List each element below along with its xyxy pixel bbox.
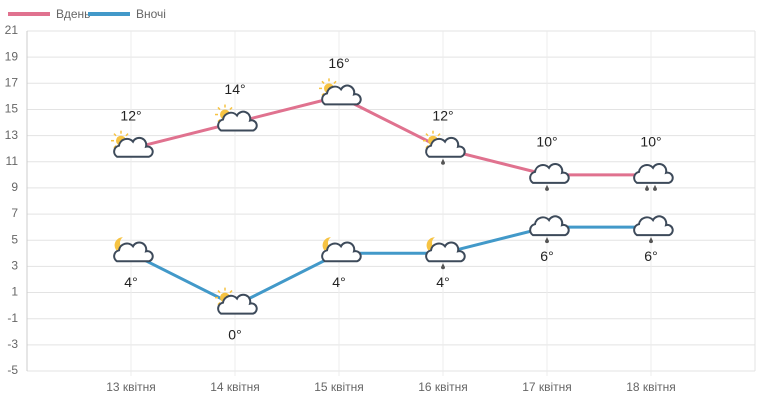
legend-label: Вночі	[136, 7, 166, 21]
sun-ray	[321, 80, 325, 84]
rain-drop	[649, 237, 653, 244]
legend-label: Вдень	[56, 7, 90, 21]
y-tick-label: 1	[11, 285, 18, 299]
cloud-icon	[217, 293, 258, 315]
value-label: 12°	[120, 107, 141, 123]
value-label: 10°	[536, 134, 557, 150]
legend-swatch	[88, 12, 130, 16]
sun-ray	[333, 80, 337, 84]
cloud-icon	[633, 163, 674, 184]
cloud-icon	[321, 241, 362, 263]
sun-ray	[229, 106, 233, 111]
cloud-icon	[425, 136, 466, 158]
legend-swatch	[8, 12, 50, 16]
icons	[111, 78, 674, 315]
cloud-icon	[217, 110, 258, 132]
y-tick-label: 5	[11, 232, 18, 246]
rain-drop	[441, 158, 445, 165]
value-label: 10°	[640, 134, 661, 150]
sun-ray	[229, 290, 233, 294]
value-label: 4°	[436, 274, 449, 290]
x-tick-label: 16 квітня	[418, 380, 468, 394]
sun-ray	[217, 290, 221, 294]
sun-ray	[113, 133, 117, 137]
y-tick-label: 9	[11, 180, 18, 194]
y-tick-label: 15	[5, 102, 19, 116]
x-tick-label: 13 квітня	[106, 380, 156, 394]
y-tick-label: -3	[7, 337, 18, 351]
value-label: 16°	[328, 55, 349, 71]
x-tick-label: 18 квітня	[626, 380, 676, 394]
x-tick-label: 15 квітня	[314, 380, 364, 394]
cloud-icon	[113, 241, 154, 263]
sun-ray	[125, 133, 129, 137]
cloud-icon	[113, 136, 154, 158]
y-tick-label: 21	[5, 23, 19, 37]
rain-drop	[441, 263, 445, 270]
sun-ray	[437, 133, 441, 137]
y-tick-label: 19	[5, 49, 19, 63]
rain-drop	[653, 184, 657, 191]
value-label: 14°	[224, 81, 245, 97]
y-tick-label: 7	[11, 206, 18, 220]
cloud-icon	[425, 241, 466, 263]
sun-ray	[217, 106, 221, 111]
value-label: 12°	[432, 107, 453, 123]
y-tick-label: 13	[5, 128, 19, 142]
y-tick-label: 11	[6, 154, 19, 168]
y-tick-label: 3	[11, 259, 18, 273]
y-tick-label: -5	[7, 363, 18, 377]
x-tick-label: 17 квітня	[522, 380, 572, 394]
value-label: 6°	[644, 248, 657, 264]
rain-drop	[545, 184, 549, 191]
cloud-icon	[321, 84, 362, 106]
value-label: 6°	[540, 248, 553, 264]
cloud-icon	[529, 163, 570, 184]
rain-drop	[645, 184, 649, 191]
y-tick-label: -1	[7, 311, 18, 325]
cloud-icon	[633, 215, 674, 237]
rain-drop	[545, 237, 549, 244]
y-tick-label: 17	[5, 75, 19, 89]
value-label: 4°	[124, 274, 137, 290]
value-label: 4°	[332, 274, 345, 290]
x-tick-label: 14 квітня	[210, 380, 260, 394]
value-label: 0°	[228, 326, 241, 342]
cloud-icon	[529, 215, 570, 237]
sun-ray	[425, 133, 429, 137]
